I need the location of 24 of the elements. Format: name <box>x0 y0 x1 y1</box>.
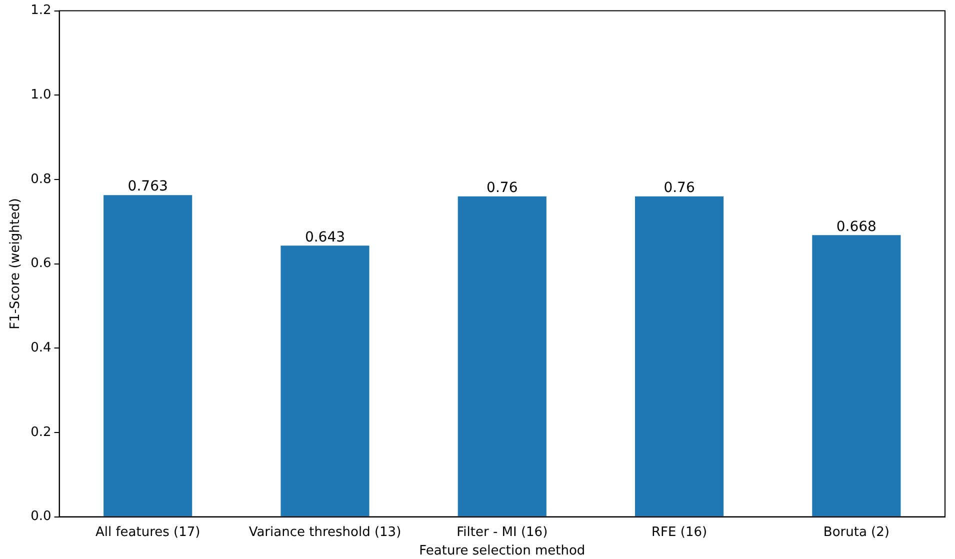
bar <box>812 235 901 516</box>
y-axis-title: F1-Score (weighted) <box>8 198 24 330</box>
x-tick-label: Boruta (2) <box>823 524 890 540</box>
y-tick-label: 1.2 <box>30 3 52 18</box>
y-tick-label: 0.0 <box>30 509 52 524</box>
y-tick-label: 0.4 <box>30 340 52 356</box>
x-tick-label: RFE (16) <box>652 524 708 540</box>
y-tick-label: 0.8 <box>30 172 52 187</box>
y-tick-label: 0.6 <box>30 256 52 272</box>
y-tick-label: 0.2 <box>30 424 52 440</box>
data-label: 0.763 <box>128 178 168 195</box>
data-label: 0.76 <box>664 180 695 196</box>
bar <box>280 246 370 516</box>
y-tick-label: 1.0 <box>30 88 52 103</box>
data-label: 0.76 <box>486 180 518 196</box>
x-axis-title: Feature selection method <box>419 544 586 559</box>
data-label: 0.668 <box>836 218 876 235</box>
bar <box>104 195 192 516</box>
data-label: 0.643 <box>304 229 346 246</box>
x-tick-label: Variance threshold (13) <box>248 524 402 540</box>
x-tick-label: All features (17) <box>95 524 200 540</box>
x-tick-label: Filter - MI (16) <box>456 524 548 540</box>
bar <box>458 196 546 516</box>
bar <box>634 196 724 516</box>
